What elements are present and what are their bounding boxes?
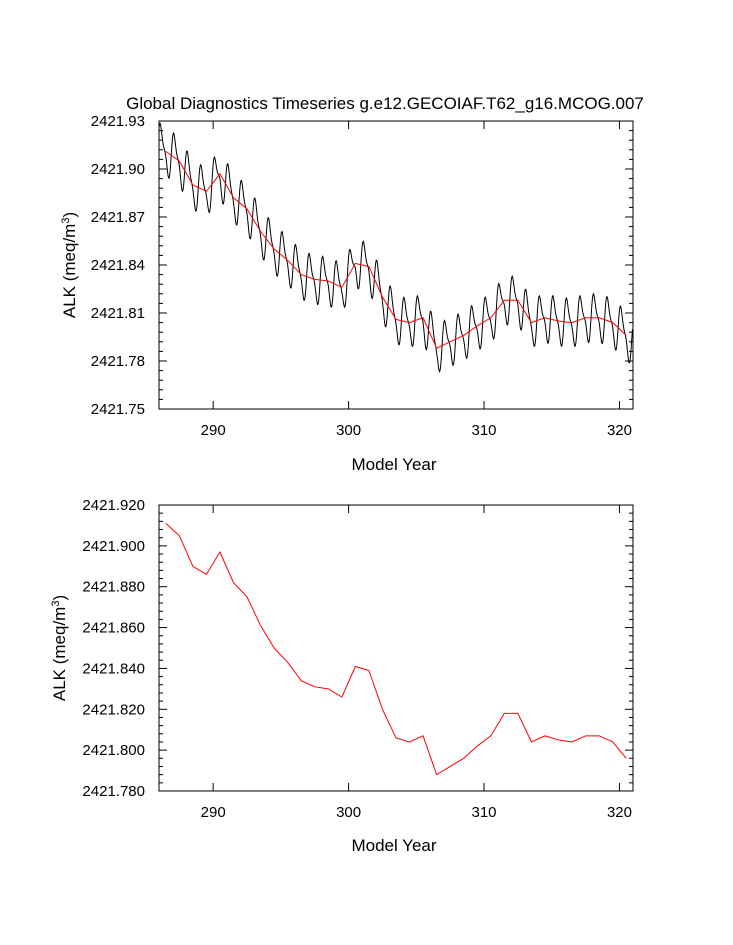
y-axis-label-top: ALK (meq/m3) (60, 212, 79, 318)
y-axis-label-bottom: ALK (meq/m3) (50, 595, 69, 701)
chart-title: Global Diagnostics Timeseries g.e12.GECO… (126, 94, 644, 113)
series-annual-mean-line (165, 523, 627, 776)
plot-frame-top (158, 120, 634, 410)
ytick-label: 2421.880 (82, 579, 145, 596)
xtick-label: 290 (201, 804, 226, 821)
xtick-label: 320 (607, 804, 632, 821)
ytick-label: 2421.840 (82, 660, 145, 677)
ytick-label: 2421.920 (82, 497, 145, 514)
series-bottom (165, 523, 627, 776)
ytick-label: 2421.800 (82, 742, 145, 759)
xtick-label: 310 (472, 804, 497, 821)
ytick-labels-bottom: 2421.780 2421.800 2421.820 2421.840 2421.860… (82, 497, 145, 800)
ticks-top (159, 120, 633, 410)
panel-bottom: 2421.780 2421.800 2421.820 2421.840 2421.860… (50, 497, 634, 855)
ytick-label: 2421.860 (82, 620, 145, 637)
ytick-label: 2421.87 (91, 209, 145, 226)
ytick-label: 2421.820 (82, 701, 145, 718)
series-annual-mean-line (165, 150, 627, 349)
xtick-label: 300 (336, 422, 361, 439)
ytick-label: 2421.84 (91, 257, 145, 274)
xtick-label: 310 (472, 422, 497, 439)
ytick-label: 2421.78 (91, 353, 145, 370)
x-axis-label-bottom: Model Year (351, 836, 436, 855)
x-axis-label-top: Model Year (351, 455, 436, 474)
ytick-label: 2421.81 (91, 305, 145, 322)
panel-top: 2421.75 2421.78 2421.81 2421.84 2421.87 2421.… (60, 113, 634, 474)
plot-frame-bottom (158, 504, 634, 792)
xtick-label: 300 (336, 804, 361, 821)
series-monthly-line (159, 122, 633, 373)
ticks-bottom (159, 504, 633, 792)
ytick-label: 2421.93 (91, 113, 145, 130)
series-top (159, 122, 633, 373)
ytick-label: 2421.75 (91, 401, 145, 418)
xtick-label: 320 (607, 422, 632, 439)
ytick-label: 2421.90 (91, 161, 145, 178)
ytick-label: 2421.900 (82, 538, 145, 555)
ytick-labels-top: 2421.75 2421.78 2421.81 2421.84 2421.87 2421.… (91, 113, 145, 418)
ytick-label: 2421.780 (82, 783, 145, 800)
xtick-labels-top: 290 300 310 320 (201, 422, 632, 439)
xtick-labels-bottom: 290 300 310 320 (201, 804, 632, 821)
xtick-label: 290 (201, 422, 226, 439)
